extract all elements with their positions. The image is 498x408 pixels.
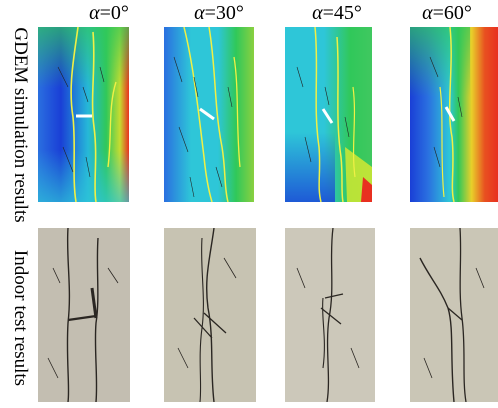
alpha-symbol: α <box>422 2 433 24</box>
alpha-symbol: α <box>89 2 100 24</box>
column-header-alpha-30: α=30° <box>164 2 274 25</box>
indoor-image-alpha-45 <box>285 228 375 402</box>
alpha-symbol: α <box>194 2 205 24</box>
simulation-panel-alpha-30 <box>164 27 254 202</box>
alpha-value: =0° <box>99 2 129 24</box>
indoor-panel-alpha-30 <box>164 228 256 402</box>
simulation-image-alpha-60 <box>410 27 498 202</box>
column-header-alpha-45: α=45° <box>282 2 392 25</box>
row-label-indoor: Indoor test results <box>10 249 31 387</box>
indoor-panel-alpha-45 <box>285 228 375 402</box>
indoor-panel-alpha-60 <box>410 228 498 402</box>
alpha-symbol: α <box>312 2 323 24</box>
simulation-image-alpha-45 <box>285 27 372 202</box>
simulation-panel-alpha-60 <box>410 27 498 202</box>
simulation-panel-alpha-0 <box>38 27 129 202</box>
indoor-image-alpha-60 <box>410 228 498 402</box>
simulation-image-alpha-30 <box>164 27 254 202</box>
indoor-image-alpha-0 <box>38 228 130 402</box>
simulation-panel-alpha-45 <box>285 27 372 202</box>
column-header-alpha-60: α=60° <box>392 2 498 25</box>
indoor-panel-alpha-0 <box>38 228 130 402</box>
alpha-value: =45° <box>322 2 362 24</box>
column-header-alpha-0: α=0° <box>54 2 164 25</box>
row-label-simulation: GDEM simulation results <box>10 27 31 223</box>
simulation-image-alpha-0 <box>38 27 129 202</box>
alpha-value: =60° <box>432 2 472 24</box>
alpha-value: =30° <box>204 2 244 24</box>
indoor-image-alpha-30 <box>164 228 256 402</box>
